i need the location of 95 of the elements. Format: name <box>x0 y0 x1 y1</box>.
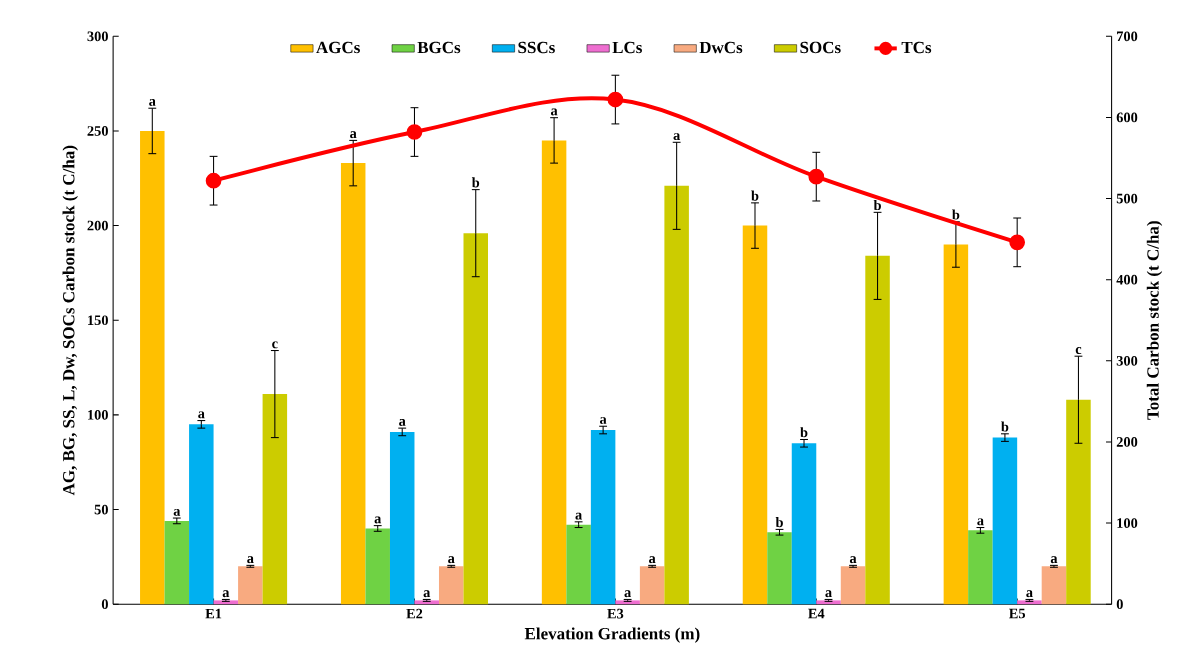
bar <box>389 431 415 605</box>
bar <box>816 600 841 605</box>
y2-tick-label: 300 <box>1116 355 1138 366</box>
data-label: a <box>222 590 230 598</box>
data-label: c <box>1075 347 1082 354</box>
data-label: a <box>173 508 181 516</box>
x-tick-label: E2 <box>406 608 423 619</box>
bar <box>213 600 239 605</box>
data-label: a <box>599 417 607 425</box>
point <box>406 124 423 140</box>
data-label: a <box>825 590 832 598</box>
data-label: b <box>751 190 759 201</box>
y2-tick-label: 100 <box>1117 518 1138 528</box>
legend-label: TCs <box>901 41 932 54</box>
data-label: a <box>977 518 984 526</box>
bar <box>438 566 464 605</box>
bar <box>164 520 190 605</box>
bar <box>590 430 616 605</box>
legend-label: AGCs <box>316 41 360 54</box>
y-tick-label: 200 <box>87 220 108 231</box>
x-tick-label: E1 <box>205 608 222 619</box>
data-label: c <box>272 341 278 349</box>
bar <box>262 394 288 605</box>
bar <box>943 244 969 605</box>
bar <box>742 225 768 605</box>
y-tick-label: 300 <box>87 31 108 42</box>
data-label: a <box>624 590 631 598</box>
point <box>607 91 624 108</box>
data-label: a <box>673 133 681 141</box>
bar <box>140 130 165 605</box>
y-axis-title: AG, BG, SS, L, Dw, SOCs Carbon stock (t C/ha) <box>62 145 78 496</box>
data-label: a <box>198 411 205 419</box>
bar <box>968 530 993 605</box>
data-label: a <box>247 556 254 564</box>
data-label: b <box>800 427 808 438</box>
data-label: a <box>575 512 582 520</box>
data-label: a <box>550 108 558 116</box>
y2-tick-label: 700 <box>1117 31 1138 42</box>
bar <box>1041 566 1067 605</box>
data-label: b <box>471 177 480 188</box>
bar <box>566 524 591 605</box>
y2-tick-label: 500 <box>1116 193 1138 204</box>
data-label: a <box>350 131 357 139</box>
data-label: a <box>1026 590 1033 598</box>
data-label: a <box>448 556 455 564</box>
y-tick-label: 50 <box>94 504 108 515</box>
data-label: b <box>873 200 881 211</box>
x-tick-label: E5 <box>1009 608 1026 619</box>
y-tick-label: 250 <box>87 126 108 136</box>
y-tick-label: 100 <box>88 410 108 420</box>
legend-label: BGCs <box>417 41 461 54</box>
data-label: a <box>1050 556 1058 564</box>
legend-label: DwCs <box>699 41 743 54</box>
bar <box>541 140 567 605</box>
y2-tick-label: 0 <box>1116 599 1123 610</box>
data-label: a <box>149 99 156 107</box>
point <box>808 168 825 185</box>
data-label: b <box>1001 421 1009 432</box>
bar <box>840 566 866 605</box>
bar <box>238 566 263 605</box>
data-label: a <box>849 556 857 564</box>
bar <box>414 600 439 605</box>
bar <box>865 255 890 605</box>
legend-label: SSCs <box>518 41 555 54</box>
bar <box>664 185 689 605</box>
bar <box>767 532 792 605</box>
y-tick-label: 0 <box>101 599 108 610</box>
x-axis-title: Elevation Gradients (m) <box>524 627 700 643</box>
point <box>205 172 222 189</box>
bar <box>340 163 366 605</box>
data-label: a <box>423 590 431 598</box>
bar <box>992 437 1018 605</box>
data-label: b <box>952 209 960 220</box>
bar <box>365 528 390 605</box>
bar <box>1066 399 1091 605</box>
bar <box>639 566 665 605</box>
bar <box>463 233 488 605</box>
data-label: b <box>775 517 783 528</box>
bar <box>791 443 817 605</box>
bar <box>615 600 640 605</box>
data-label: a <box>374 516 382 524</box>
data-label: a <box>649 556 656 564</box>
legend-label: SOCs <box>800 41 841 54</box>
point <box>1009 234 1026 251</box>
y2-tick-label: 600 <box>1116 112 1138 123</box>
legend-label: LCs <box>612 41 642 54</box>
y2-tick-label: 200 <box>1116 437 1138 447</box>
y-tick-label: 150 <box>88 315 108 326</box>
data-label: a <box>399 419 406 426</box>
y2-axis-title: Total Carbon stock (t C/ha) <box>1146 221 1163 420</box>
y2-tick-label: 400 <box>1116 274 1138 285</box>
bar <box>189 424 214 605</box>
bar <box>1017 600 1042 605</box>
x-tick-label: E4 <box>808 608 825 619</box>
x-tick-label: E3 <box>607 608 624 619</box>
